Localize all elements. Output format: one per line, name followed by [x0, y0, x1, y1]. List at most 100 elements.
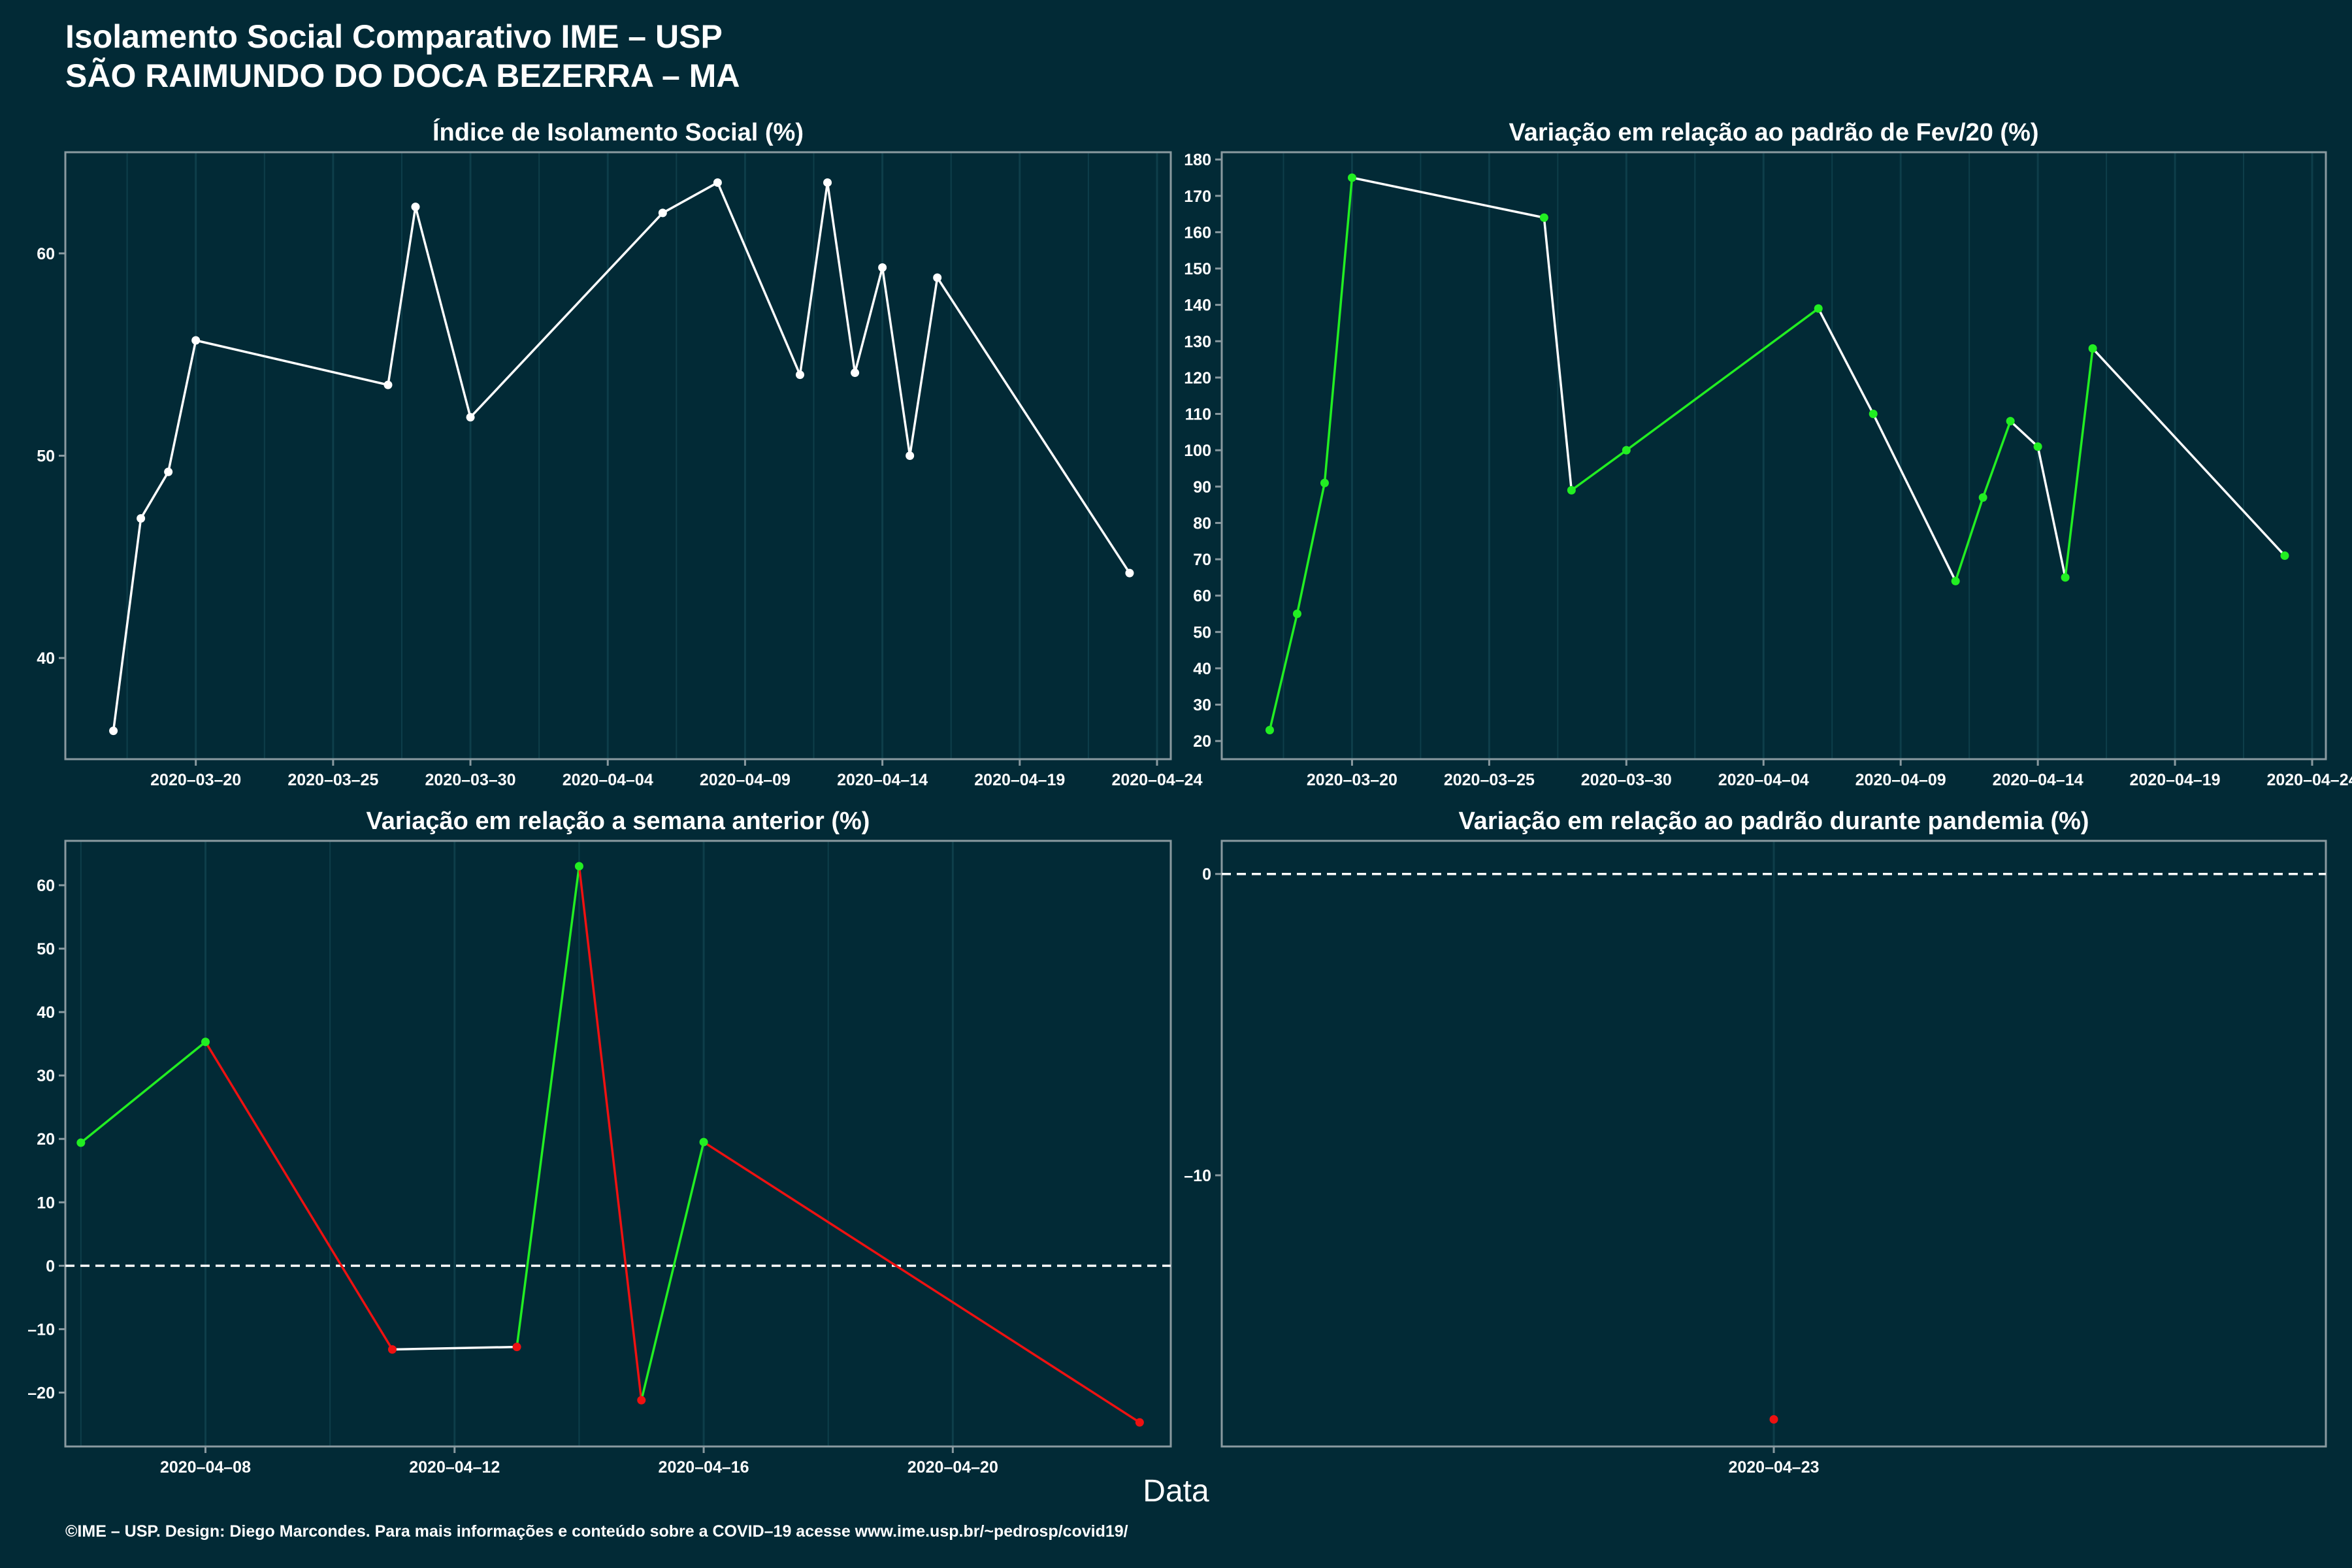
- data-point: [1769, 1414, 1778, 1424]
- data-point: [387, 1345, 397, 1354]
- y-tick-label: 50: [1193, 623, 1211, 642]
- y-tick-label: 60: [37, 877, 55, 895]
- series-segment: [1982, 421, 2012, 498]
- x-tick-label: 2020–04–04: [1718, 771, 1809, 789]
- x-tick-label: 2020–04–20: [907, 1458, 998, 1477]
- series-segment: [112, 518, 142, 731]
- y-tick-label: 50: [37, 448, 55, 466]
- y-tick-label: 140: [1184, 297, 1211, 315]
- data-point: [1265, 725, 1274, 734]
- series-segment: [515, 866, 581, 1347]
- series-segment: [1571, 449, 1627, 491]
- panel-frame: [64, 151, 1172, 760]
- y-tick-label: 60: [37, 245, 55, 263]
- data-point: [2088, 344, 2097, 353]
- series-segment: [1954, 497, 1984, 581]
- data-point: [1347, 173, 1356, 182]
- data-point: [1135, 1418, 1144, 1427]
- y-tick-label: 100: [1184, 442, 1211, 460]
- y-tick-label: 10: [37, 1194, 55, 1212]
- y-tick-label: 40: [1193, 660, 1211, 678]
- y-tick-label: 20: [1193, 732, 1211, 751]
- x-tick-label: 2020–04–09: [1855, 771, 1946, 789]
- series-segment: [1352, 176, 1544, 219]
- data-point: [1125, 568, 1134, 578]
- data-point: [384, 380, 393, 389]
- y-tick-label: 170: [1184, 188, 1211, 206]
- x-tick-label: 2020–04–24: [2266, 771, 2352, 789]
- x-tick-label: 2020–03–25: [287, 771, 378, 789]
- series-segment: [195, 339, 389, 386]
- series-segment: [1817, 308, 1874, 415]
- chart-title-line-1: Isolamento Social Comparativo IME – USP: [65, 18, 723, 55]
- data-point: [574, 862, 583, 871]
- x-tick-label: 2020–04–24: [1111, 771, 1202, 789]
- data-point: [512, 1343, 521, 1352]
- y-tick-label: 0: [1202, 866, 1211, 884]
- y-tick-label: 110: [1185, 406, 1211, 424]
- series-segment: [881, 267, 911, 456]
- y-tick-label: –10: [1184, 1167, 1211, 1185]
- data-point: [1539, 213, 1548, 222]
- data-point: [2033, 442, 2042, 451]
- series-segment: [167, 340, 197, 472]
- data-point: [878, 263, 887, 272]
- data-point: [906, 451, 915, 460]
- x-tick-label: 2020–04–14: [837, 771, 928, 789]
- series-segment: [1872, 413, 1957, 582]
- panel-variation-feb: Variação em relação ao padrão de Fev/20 …: [1184, 119, 2352, 789]
- x-tick-label: 2020–03–30: [425, 771, 516, 789]
- series-segment: [2036, 446, 2066, 578]
- data-point: [699, 1137, 708, 1147]
- panel-title: Índice de Isolamento Social (%): [433, 118, 804, 146]
- series-segment: [1296, 482, 1326, 614]
- y-tick-label: 150: [1184, 260, 1211, 278]
- y-tick-label: 130: [1184, 333, 1211, 351]
- y-tick-label: –10: [27, 1320, 55, 1339]
- y-tick-label: 80: [1193, 514, 1211, 532]
- x-tick-label: 2020–04–14: [1993, 771, 2083, 789]
- data-point: [851, 368, 860, 378]
- y-tick-label: 40: [37, 1004, 55, 1022]
- x-tick-label: 2020–03–20: [150, 771, 241, 789]
- y-tick-label: 30: [37, 1067, 55, 1085]
- y-tick-label: 60: [1193, 587, 1211, 606]
- y-tick-label: 50: [37, 940, 55, 958]
- series-segment: [1543, 217, 1573, 491]
- data-point: [164, 467, 173, 476]
- x-tick-label: 2020–03–30: [1581, 771, 1672, 789]
- data-point: [1951, 576, 1960, 585]
- x-tick-label: 2020–04–19: [2130, 771, 2221, 789]
- data-point: [76, 1138, 86, 1147]
- data-point: [1567, 485, 1576, 495]
- series-segment: [798, 182, 829, 375]
- panel-isolation-index: Índice de Isolamento Social (%) 2020–03–2…: [37, 118, 1202, 789]
- data-point: [713, 178, 722, 187]
- series-segment: [936, 277, 1131, 574]
- x-axis-title: Data: [1143, 1474, 1209, 1509]
- data-point: [1978, 493, 1987, 502]
- series-segment: [204, 1041, 393, 1350]
- x-tick-label: 2020–04–23: [1728, 1458, 1819, 1477]
- data-point: [466, 413, 475, 422]
- x-tick-label: 2020–04–12: [409, 1458, 500, 1477]
- data-point: [411, 203, 420, 212]
- data-point: [137, 514, 146, 523]
- series-segment: [387, 206, 417, 385]
- series-segment: [469, 212, 664, 418]
- panel-variation-week: Variação em relação a semana anterior (%…: [27, 808, 1172, 1477]
- x-tick-label: 2020–04–19: [974, 771, 1065, 789]
- data-point: [1320, 478, 1329, 487]
- series-segment: [1625, 307, 1820, 451]
- data-point: [201, 1037, 210, 1047]
- panel-title: Variação em relação ao padrão durante pa…: [1458, 808, 2089, 835]
- panel-title: Variação em relação a semana anterior (%…: [367, 808, 870, 835]
- series-segment: [578, 866, 643, 1401]
- panel-frame: [64, 840, 1172, 1448]
- x-tick-label: 2020–04–16: [659, 1458, 749, 1477]
- series-segment: [716, 182, 802, 376]
- y-tick-label: 0: [46, 1257, 55, 1275]
- data-point: [658, 208, 667, 218]
- y-tick-label: 160: [1184, 223, 1211, 242]
- data-point: [933, 273, 942, 282]
